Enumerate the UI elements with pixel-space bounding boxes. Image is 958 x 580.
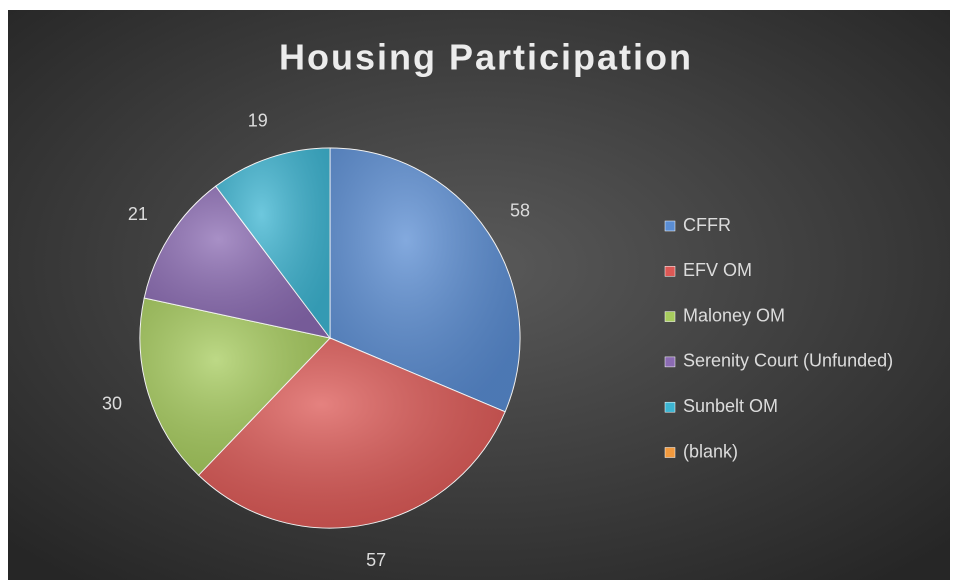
legend-swatch <box>664 401 676 413</box>
data-label: 19 <box>248 111 268 131</box>
legend-swatch <box>664 220 676 232</box>
chart-title: Housing Participation <box>279 37 693 78</box>
data-label: 58 <box>510 201 530 221</box>
legend-label: CFFR <box>683 215 731 235</box>
legend-swatch <box>664 266 676 277</box>
data-label: 21 <box>128 204 148 224</box>
data-label: 30 <box>102 394 122 414</box>
legend-label: (blank) <box>683 441 738 461</box>
legend-label: Serenity Court (Unfunded) <box>683 351 893 371</box>
data-label: 57 <box>366 550 386 570</box>
legend-label: Maloney OM <box>683 305 785 325</box>
legend-label: Sunbelt OM <box>683 396 778 416</box>
legend-label: EFV OM <box>683 260 752 280</box>
legend-swatch <box>664 447 676 458</box>
legend-swatch <box>664 356 676 368</box>
legend-swatch <box>664 311 676 322</box>
